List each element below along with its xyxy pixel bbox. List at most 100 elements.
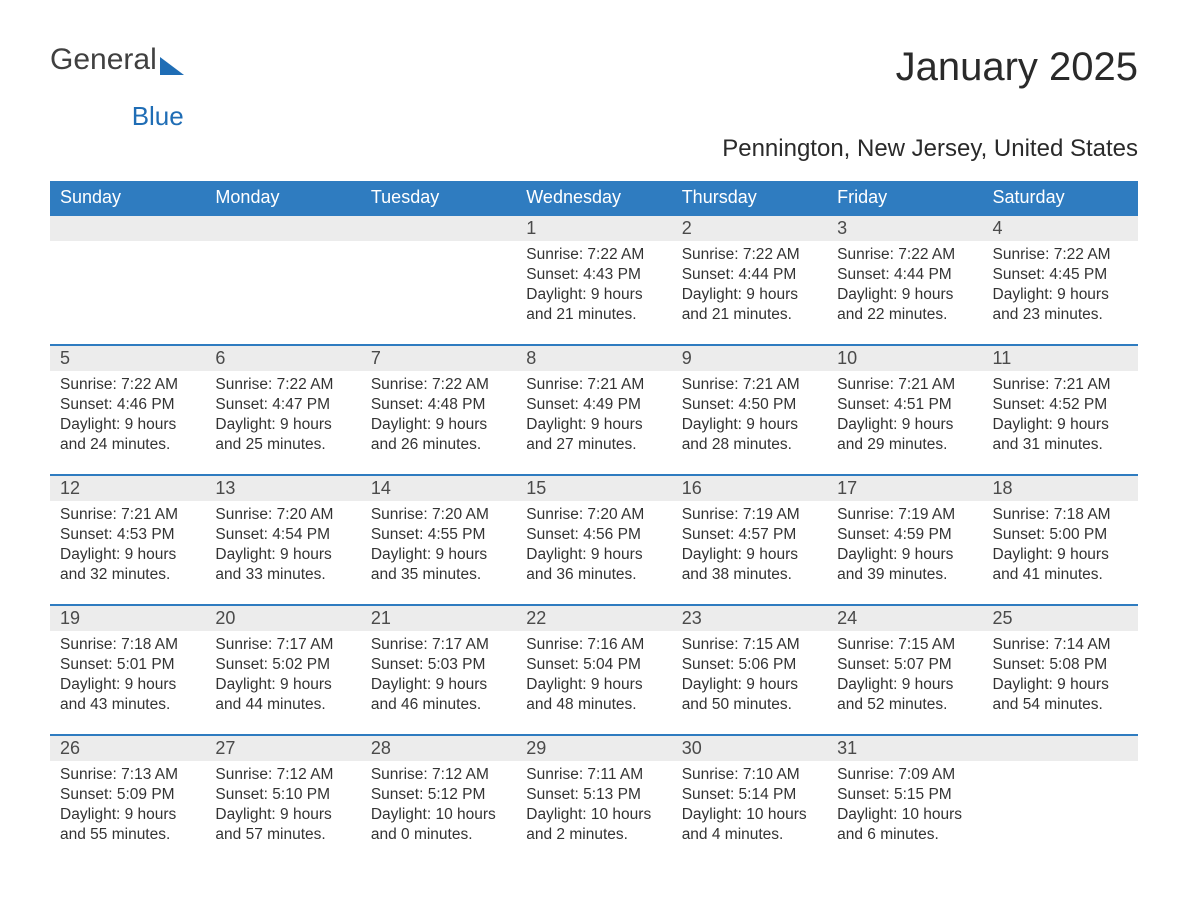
day-sunrise: Sunrise: 7:09 AM: [837, 765, 972, 785]
day-sunrise: Sunrise: 7:22 AM: [526, 245, 661, 265]
day-number: 21: [361, 604, 516, 631]
logo-general: General: [50, 45, 157, 75]
day-daylight1: Daylight: 9 hours: [215, 415, 350, 435]
page-subtitle: Pennington, New Jersey, United States: [50, 135, 1138, 163]
calendar-day-cell: 29Sunrise: 7:11 AMSunset: 5:13 PMDayligh…: [516, 734, 671, 864]
day-sunrise: Sunrise: 7:21 AM: [60, 505, 195, 525]
day-sunset: Sunset: 4:43 PM: [526, 265, 661, 285]
day-body: Sunrise: 7:22 AMSunset: 4:44 PMDaylight:…: [827, 241, 982, 336]
calendar-day-cell: 22Sunrise: 7:16 AMSunset: 5:04 PMDayligh…: [516, 604, 671, 734]
weekday-header: Monday: [205, 181, 360, 214]
day-number: 31: [827, 734, 982, 761]
calendar-day-cell: 3Sunrise: 7:22 AMSunset: 4:44 PMDaylight…: [827, 214, 982, 344]
day-body: Sunrise: 7:22 AMSunset: 4:47 PMDaylight:…: [205, 371, 360, 466]
day-sunrise: Sunrise: 7:22 AM: [682, 245, 817, 265]
day-body: Sunrise: 7:20 AMSunset: 4:55 PMDaylight:…: [361, 501, 516, 596]
calendar-day-cell: 6Sunrise: 7:22 AMSunset: 4:47 PMDaylight…: [205, 344, 360, 474]
day-body: Sunrise: 7:20 AMSunset: 4:54 PMDaylight:…: [205, 501, 360, 596]
day-sunset: Sunset: 5:13 PM: [526, 785, 661, 805]
day-sunset: Sunset: 4:45 PM: [993, 265, 1128, 285]
day-daylight1: Daylight: 10 hours: [371, 805, 506, 825]
day-daylight1: Daylight: 9 hours: [526, 545, 661, 565]
day-daylight2: and 44 minutes.: [215, 695, 350, 715]
day-daylight1: Daylight: 9 hours: [993, 545, 1128, 565]
day-daylight2: and 2 minutes.: [526, 825, 661, 845]
calendar-day-cell: 28Sunrise: 7:12 AMSunset: 5:12 PMDayligh…: [361, 734, 516, 864]
day-sunset: Sunset: 5:04 PM: [526, 655, 661, 675]
day-number: 6: [205, 344, 360, 371]
day-body: Sunrise: 7:21 AMSunset: 4:53 PMDaylight:…: [50, 501, 205, 596]
day-sunset: Sunset: 4:51 PM: [837, 395, 972, 415]
day-daylight2: and 48 minutes.: [526, 695, 661, 715]
day-number: 28: [361, 734, 516, 761]
day-daylight2: and 22 minutes.: [837, 305, 972, 325]
day-daylight2: and 23 minutes.: [993, 305, 1128, 325]
day-body: Sunrise: 7:22 AMSunset: 4:46 PMDaylight:…: [50, 371, 205, 466]
day-number: [50, 214, 205, 241]
day-daylight2: and 21 minutes.: [526, 305, 661, 325]
day-daylight2: and 55 minutes.: [60, 825, 195, 845]
day-sunrise: Sunrise: 7:15 AM: [682, 635, 817, 655]
day-daylight2: and 50 minutes.: [682, 695, 817, 715]
day-number: 19: [50, 604, 205, 631]
day-daylight2: and 39 minutes.: [837, 565, 972, 585]
day-daylight1: Daylight: 9 hours: [60, 675, 195, 695]
day-sunrise: Sunrise: 7:21 AM: [682, 375, 817, 395]
day-sunrise: Sunrise: 7:21 AM: [993, 375, 1128, 395]
weekday-header: Thursday: [672, 181, 827, 214]
day-sunset: Sunset: 5:07 PM: [837, 655, 972, 675]
day-sunset: Sunset: 4:47 PM: [215, 395, 350, 415]
day-body: Sunrise: 7:12 AMSunset: 5:10 PMDaylight:…: [205, 761, 360, 856]
calendar-week-row: 12Sunrise: 7:21 AMSunset: 4:53 PMDayligh…: [50, 474, 1138, 604]
day-sunset: Sunset: 5:09 PM: [60, 785, 195, 805]
calendar-header-row: SundayMondayTuesdayWednesdayThursdayFrid…: [50, 181, 1138, 214]
header: General Blue January 2025: [50, 45, 1138, 129]
day-number: 16: [672, 474, 827, 501]
day-number: [361, 214, 516, 241]
day-sunrise: Sunrise: 7:22 AM: [993, 245, 1128, 265]
day-daylight1: Daylight: 9 hours: [682, 545, 817, 565]
weekday-header: Wednesday: [516, 181, 671, 214]
calendar-week-row: 1Sunrise: 7:22 AMSunset: 4:43 PMDaylight…: [50, 214, 1138, 344]
calendar-day-cell: 4Sunrise: 7:22 AMSunset: 4:45 PMDaylight…: [983, 214, 1138, 344]
day-sunrise: Sunrise: 7:12 AM: [215, 765, 350, 785]
day-number: 30: [672, 734, 827, 761]
day-daylight2: and 27 minutes.: [526, 435, 661, 455]
day-body: [50, 241, 205, 255]
calendar-day-cell: 24Sunrise: 7:15 AMSunset: 5:07 PMDayligh…: [827, 604, 982, 734]
day-sunrise: Sunrise: 7:20 AM: [215, 505, 350, 525]
day-daylight2: and 41 minutes.: [993, 565, 1128, 585]
day-body: Sunrise: 7:18 AMSunset: 5:00 PMDaylight:…: [983, 501, 1138, 596]
day-body: Sunrise: 7:11 AMSunset: 5:13 PMDaylight:…: [516, 761, 671, 856]
day-daylight2: and 33 minutes.: [215, 565, 350, 585]
logo: General Blue: [50, 45, 184, 129]
day-daylight2: and 38 minutes.: [682, 565, 817, 585]
day-daylight2: and 46 minutes.: [371, 695, 506, 715]
day-sunrise: Sunrise: 7:16 AM: [526, 635, 661, 655]
day-daylight1: Daylight: 9 hours: [993, 675, 1128, 695]
weekday-header: Saturday: [983, 181, 1138, 214]
calendar-day-cell: 14Sunrise: 7:20 AMSunset: 4:55 PMDayligh…: [361, 474, 516, 604]
day-daylight1: Daylight: 9 hours: [682, 415, 817, 435]
calendar-day-cell: 12Sunrise: 7:21 AMSunset: 4:53 PMDayligh…: [50, 474, 205, 604]
day-daylight1: Daylight: 10 hours: [837, 805, 972, 825]
day-body: Sunrise: 7:19 AMSunset: 4:59 PMDaylight:…: [827, 501, 982, 596]
day-body: Sunrise: 7:21 AMSunset: 4:49 PMDaylight:…: [516, 371, 671, 466]
calendar-day-cell: 7Sunrise: 7:22 AMSunset: 4:48 PMDaylight…: [361, 344, 516, 474]
calendar-day-cell: 5Sunrise: 7:22 AMSunset: 4:46 PMDaylight…: [50, 344, 205, 474]
day-daylight1: Daylight: 9 hours: [682, 675, 817, 695]
day-number: 1: [516, 214, 671, 241]
day-body: Sunrise: 7:12 AMSunset: 5:12 PMDaylight:…: [361, 761, 516, 856]
day-sunrise: Sunrise: 7:21 AM: [526, 375, 661, 395]
day-body: Sunrise: 7:09 AMSunset: 5:15 PMDaylight:…: [827, 761, 982, 856]
day-number: 29: [516, 734, 671, 761]
day-sunrise: Sunrise: 7:22 AM: [371, 375, 506, 395]
day-sunrise: Sunrise: 7:20 AM: [371, 505, 506, 525]
day-sunset: Sunset: 5:02 PM: [215, 655, 350, 675]
day-sunset: Sunset: 4:55 PM: [371, 525, 506, 545]
day-daylight2: and 25 minutes.: [215, 435, 350, 455]
day-body: Sunrise: 7:21 AMSunset: 4:52 PMDaylight:…: [983, 371, 1138, 466]
calendar-day-cell: [983, 734, 1138, 864]
day-sunset: Sunset: 4:52 PM: [993, 395, 1128, 415]
calendar-day-cell: 17Sunrise: 7:19 AMSunset: 4:59 PMDayligh…: [827, 474, 982, 604]
